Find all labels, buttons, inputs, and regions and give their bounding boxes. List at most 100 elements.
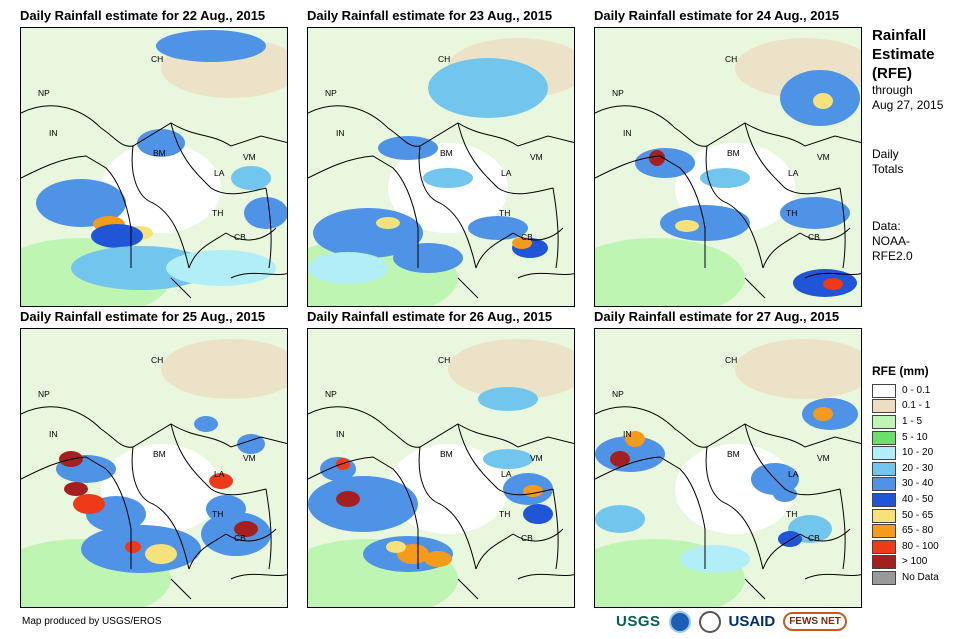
legend-row: 50 - 65 <box>872 508 967 524</box>
rain-cell <box>376 217 400 229</box>
panel-title: Daily Rainfall estimate for 23 Aug., 201… <box>307 8 553 23</box>
dry-area <box>388 444 508 534</box>
legend-row: No Data <box>872 570 967 586</box>
rainfall-panel: Daily Rainfall estimate for 27 Aug., 201… <box>594 308 884 608</box>
legend-swatch <box>872 446 896 461</box>
data-label: Data: <box>872 219 901 233</box>
noaa-logo <box>668 609 691 635</box>
coastline <box>308 155 574 299</box>
rainfall-map: CH NP IN BM LA VM TH CB <box>307 27 575 307</box>
rain-cell <box>166 250 276 286</box>
rain-cell <box>336 491 360 507</box>
legend-swatch <box>872 383 896 398</box>
country-label-vm: VM <box>817 152 830 162</box>
country-borders <box>308 105 574 269</box>
coastline <box>21 155 287 299</box>
country-borders <box>595 105 861 269</box>
map-credit: Map produced by USGS/EROS <box>22 616 162 627</box>
rain-cell <box>813 407 833 421</box>
legend-row: > 100 <box>872 555 967 571</box>
legend-label: 1 - 5 <box>902 415 923 427</box>
country-label-th: TH <box>499 509 510 519</box>
rfe-header: Rainfall Estimate (RFE) through Aug 27, … <box>872 26 967 264</box>
country-label-np: NP <box>612 389 624 399</box>
legend-row: 0.1 - 1 <box>872 399 967 415</box>
rain-field-trace <box>448 339 574 399</box>
country-label-np: NP <box>38 88 50 98</box>
coastline <box>595 456 861 600</box>
country-label-th: TH <box>786 208 797 218</box>
rain-cell <box>244 197 287 229</box>
logo-bar: USGS USAID FEWS NET <box>616 608 855 635</box>
country-label-vm: VM <box>530 453 543 463</box>
rain-field-trace <box>161 339 287 399</box>
legend-row: 0 - 0.1 <box>872 383 967 399</box>
country-label-in: IN <box>623 429 632 439</box>
rain-cell <box>393 243 463 273</box>
coastline <box>308 456 574 600</box>
country-label-cb: CB <box>808 232 820 242</box>
rain-cell <box>523 504 553 524</box>
rain-cell <box>483 449 533 469</box>
country-label-la: LA <box>501 469 512 479</box>
country-label-bm: BM <box>153 449 166 459</box>
legend-row: 10 - 20 <box>872 445 967 461</box>
rain-cell <box>778 531 802 547</box>
data-source-line2: RFE2.0 <box>872 249 913 263</box>
legend-row: 65 - 80 <box>872 523 967 539</box>
legend-rows: 0 - 0.1 0.1 - 1 1 - 5 5 - 10 10 - 20 20 - 30 3… <box>872 383 967 586</box>
country-label-bm: BM <box>440 148 453 158</box>
legend-label: 50 - 65 <box>902 509 934 521</box>
rain-cell <box>823 278 843 290</box>
legend-title: RFE (mm) <box>872 364 929 378</box>
legend-swatch <box>872 570 896 585</box>
country-label-ch: CH <box>438 54 450 64</box>
legend-swatch <box>872 430 896 445</box>
country-borders <box>595 406 861 570</box>
country-label-th: TH <box>499 208 510 218</box>
rain-cell <box>308 252 388 284</box>
country-label-np: NP <box>325 88 337 98</box>
legend-label: 20 - 30 <box>902 462 934 474</box>
legend-row: 20 - 30 <box>872 461 967 477</box>
rainfall-map: CH NP IN BM LA VM TH CB <box>20 328 288 608</box>
country-label-cb: CB <box>521 232 533 242</box>
coastline <box>595 155 861 299</box>
country-label-cb: CB <box>234 232 246 242</box>
legend-row: 80 - 100 <box>872 539 967 555</box>
rain-cell <box>813 93 833 109</box>
legend-swatch <box>872 555 896 570</box>
rain-cell <box>773 486 797 502</box>
legend-label: 30 - 40 <box>902 478 934 490</box>
country-label-vm: VM <box>530 152 543 162</box>
country-label-la: LA <box>214 168 225 178</box>
legend-row: 5 - 10 <box>872 430 967 446</box>
legend-swatch <box>872 477 896 492</box>
legend-label: > 100 <box>902 556 928 568</box>
panel-title: Daily Rainfall estimate for 27 Aug., 201… <box>594 309 840 324</box>
country-label-np: NP <box>325 389 337 399</box>
country-label-ch: CH <box>151 355 163 365</box>
rainfall-map: CH NP IN BM LA VM TH CB <box>307 328 575 608</box>
rain-cell <box>378 136 438 160</box>
rainfall-panel: Daily Rainfall estimate for 24 Aug., 201… <box>594 7 884 307</box>
rainfall-panel: Daily Rainfall estimate for 22 Aug., 201… <box>20 7 310 307</box>
country-label-in: IN <box>336 429 345 439</box>
rain-cell <box>675 220 699 232</box>
rain-cell <box>635 148 695 178</box>
country-label-in: IN <box>336 128 345 138</box>
legend-label: 0.1 - 1 <box>902 400 931 412</box>
legend-label: 65 - 80 <box>902 525 934 537</box>
legend-swatch <box>872 524 896 539</box>
rain-cell <box>512 237 532 249</box>
country-label-la: LA <box>788 168 799 178</box>
legend-label: 40 - 50 <box>902 493 934 505</box>
rain-field-light <box>595 238 745 306</box>
rain-cell <box>91 224 143 248</box>
country-label-th: TH <box>786 509 797 519</box>
legend-swatch <box>872 461 896 476</box>
rain-cell <box>478 387 538 411</box>
legend-swatch <box>872 539 896 554</box>
rain-cell <box>231 166 271 190</box>
country-label-th: TH <box>212 208 223 218</box>
